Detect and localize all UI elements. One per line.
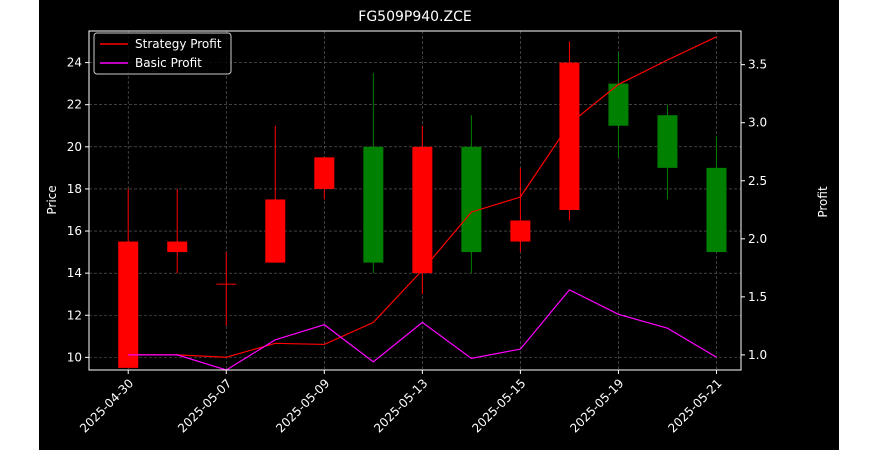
candle-body (265, 199, 286, 263)
candle-body (706, 167, 727, 253)
axes-frame (88, 30, 742, 371)
legend-label-strategy-profit: Strategy Profit (135, 37, 222, 51)
candle-body (363, 146, 384, 263)
y-tick-label: 18 (67, 182, 82, 196)
y-axis-label: Price (45, 185, 59, 214)
candle-body (461, 146, 482, 253)
candle-body (314, 157, 335, 189)
y-tick-label: 12 (67, 308, 82, 322)
y2-tick-label: 2.5 (748, 174, 767, 188)
chart-svg: 10 12 14 16 18 20 22 24 1.0 1.5 2.0 2.5 3.0 3.5 2025-0… (45, 9, 830, 435)
y-tick-label: 16 (67, 224, 82, 238)
x-tick-label: 2025-04-30 (77, 376, 136, 435)
y2-tick-label: 2.0 (748, 232, 767, 246)
candle-body (167, 241, 188, 253)
chart-figure: 10 12 14 16 18 20 22 24 1.0 1.5 2.0 2.5 3.0 3.5 2025-0… (39, 0, 839, 450)
y-tick-label: 10 (67, 350, 82, 364)
x-tick-label: 2025-05-15 (469, 376, 528, 435)
y-tick-label: 24 (67, 56, 82, 70)
legend-box (93, 32, 232, 75)
chart-title: FG509P940.ZCE (358, 9, 471, 25)
strategy-profit-line (128, 36, 717, 358)
candle-layer (118, 41, 727, 368)
y2-axis-label: Profit (816, 186, 830, 218)
y2-tick-label: 1.0 (748, 348, 767, 362)
y-tick-label: 22 (67, 98, 82, 112)
candle-body (608, 83, 629, 126)
x-tick-label: 2025-05-19 (567, 376, 626, 435)
y-tick-label: 14 (67, 266, 82, 280)
y2-tick-label: 3.5 (748, 58, 767, 72)
candle-body (412, 146, 433, 274)
candle-body (118, 241, 139, 368)
y-tick-label: 20 (67, 140, 82, 154)
candle-body (216, 283, 237, 285)
candle-body (657, 115, 678, 168)
x-tick-label: 2025-05-21 (665, 376, 724, 435)
candle-body (559, 62, 580, 210)
y2-tick-label: 3.0 (748, 116, 767, 130)
x-tick-label: 2025-05-09 (273, 376, 332, 435)
legend-label-basic-profit: Basic Profit (135, 56, 202, 70)
x-tick-label: 2025-05-07 (175, 376, 234, 435)
candle-body (510, 220, 531, 242)
legend: Strategy Profit Basic Profit (93, 32, 232, 75)
y2-tick-label: 1.5 (748, 290, 767, 304)
x-tick-label: 2025-05-13 (371, 376, 430, 435)
